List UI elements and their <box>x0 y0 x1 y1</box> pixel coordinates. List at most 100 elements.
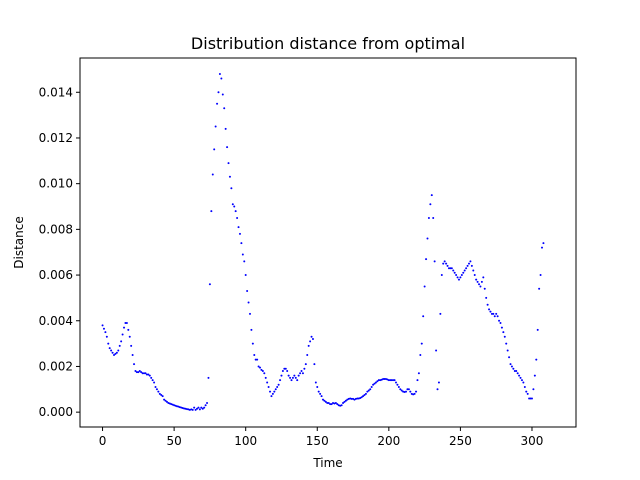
data-point <box>286 370 289 373</box>
data-point <box>334 402 337 405</box>
data-point <box>455 274 458 277</box>
data-point <box>417 372 420 375</box>
data-point <box>120 340 123 343</box>
x-tick-label: 100 <box>234 434 257 448</box>
data-point <box>327 402 330 405</box>
data-point <box>541 246 543 249</box>
data-point <box>289 376 292 379</box>
x-axis-label: Time <box>312 456 342 470</box>
data-point <box>144 372 147 375</box>
data-point <box>446 264 449 267</box>
data-point <box>261 370 264 373</box>
data-point <box>204 404 207 407</box>
data-point <box>462 271 465 274</box>
data-point <box>373 382 376 385</box>
data-point <box>356 397 359 400</box>
data-point <box>342 402 345 405</box>
data-point <box>151 379 154 382</box>
data-point <box>393 379 396 382</box>
data-point <box>291 376 294 379</box>
data-point <box>143 372 146 375</box>
data-point <box>280 374 283 377</box>
data-point <box>321 398 324 401</box>
data-point <box>489 310 492 313</box>
data-point <box>299 372 302 375</box>
data-point <box>437 381 440 384</box>
data-point <box>196 407 199 410</box>
x-tick-label: 300 <box>521 434 544 448</box>
data-point <box>367 389 370 392</box>
data-point <box>198 408 201 411</box>
data-point <box>390 379 393 382</box>
data-point <box>257 365 260 368</box>
data-point <box>363 394 366 397</box>
data-point <box>447 267 450 270</box>
data-point <box>121 333 124 336</box>
y-tick-label: 0.006 <box>39 268 73 282</box>
y-tick-label: 0.002 <box>39 359 73 373</box>
x-tick-label: 250 <box>449 434 472 448</box>
data-point <box>251 342 254 345</box>
data-point <box>147 373 150 376</box>
data-point <box>529 397 532 400</box>
y-tick-label: 0.010 <box>39 177 73 191</box>
data-point <box>340 404 343 407</box>
data-point <box>495 312 498 315</box>
data-point <box>523 386 526 389</box>
data-point <box>506 349 509 352</box>
data-point <box>314 381 317 384</box>
data-point <box>508 356 511 359</box>
data-point <box>445 262 448 265</box>
data-point <box>303 367 306 370</box>
data-point <box>512 367 515 370</box>
data-point <box>498 319 501 322</box>
data-point <box>439 312 442 315</box>
data-point <box>164 399 167 402</box>
data-point <box>475 278 478 281</box>
data-point <box>206 402 209 405</box>
data-point <box>343 400 346 403</box>
data-point <box>270 395 273 398</box>
data-point <box>115 351 118 354</box>
data-point <box>362 395 365 398</box>
y-axis: 0.000 0.002 0.004 0.006 0.008 0.010 0.012 0.014 <box>39 85 80 419</box>
data-point <box>108 347 111 350</box>
data-point <box>227 162 230 165</box>
data-point <box>259 366 262 369</box>
data-point <box>309 340 312 343</box>
data-point <box>102 327 105 330</box>
data-point <box>479 285 482 288</box>
x-tick-label: 200 <box>377 434 400 448</box>
data-point <box>113 354 115 357</box>
data-point <box>486 303 489 306</box>
data-point <box>203 406 206 409</box>
data-point <box>234 210 237 213</box>
data-point <box>542 242 545 245</box>
data-point <box>283 367 286 370</box>
data-point <box>387 379 390 382</box>
data-point <box>483 287 486 290</box>
data-point <box>460 274 463 277</box>
data-point <box>248 312 251 315</box>
data-point <box>123 326 126 329</box>
x-tick-label: 50 <box>166 434 181 448</box>
data-point <box>344 399 347 402</box>
data-point <box>383 378 386 381</box>
data-point <box>207 376 210 379</box>
data-point <box>223 107 226 110</box>
data-point <box>360 396 363 399</box>
data-point <box>135 371 138 374</box>
data-point <box>435 349 438 352</box>
data-point <box>110 349 113 352</box>
data-point <box>213 148 216 151</box>
data-point <box>145 373 148 376</box>
data-point <box>266 381 269 384</box>
data-point <box>432 216 435 219</box>
data-point <box>493 315 496 318</box>
data-point <box>155 388 158 391</box>
data-point <box>396 383 399 386</box>
data-point <box>114 352 117 355</box>
data-point <box>138 370 141 373</box>
